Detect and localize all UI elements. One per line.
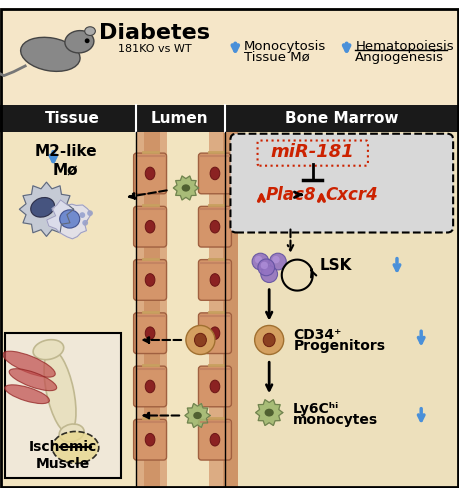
Text: Plac8: Plac8 bbox=[265, 186, 316, 204]
Text: monocytes: monocytes bbox=[292, 413, 377, 428]
Ellipse shape bbox=[5, 385, 49, 404]
Ellipse shape bbox=[145, 327, 155, 339]
Ellipse shape bbox=[145, 220, 155, 233]
Ellipse shape bbox=[210, 220, 220, 233]
Text: M2-like
Mø: M2-like Mø bbox=[35, 144, 97, 178]
Ellipse shape bbox=[9, 369, 57, 391]
FancyBboxPatch shape bbox=[134, 366, 166, 407]
Ellipse shape bbox=[193, 412, 202, 419]
Circle shape bbox=[255, 256, 262, 263]
Ellipse shape bbox=[210, 274, 220, 286]
Ellipse shape bbox=[194, 333, 206, 347]
Ellipse shape bbox=[210, 434, 220, 446]
Ellipse shape bbox=[3, 351, 55, 377]
FancyBboxPatch shape bbox=[199, 420, 231, 460]
Text: Tissue Mø: Tissue Mø bbox=[244, 51, 310, 64]
FancyBboxPatch shape bbox=[199, 259, 231, 300]
Bar bbox=[0, 132, 459, 488]
Ellipse shape bbox=[264, 409, 274, 417]
Ellipse shape bbox=[210, 167, 220, 180]
Circle shape bbox=[186, 325, 215, 355]
Text: LSK: LSK bbox=[319, 258, 352, 273]
Text: CD34⁺: CD34⁺ bbox=[293, 328, 342, 342]
Circle shape bbox=[255, 325, 284, 355]
Bar bbox=[137, 132, 166, 488]
FancyBboxPatch shape bbox=[134, 313, 166, 354]
FancyBboxPatch shape bbox=[199, 366, 231, 407]
Ellipse shape bbox=[59, 424, 84, 442]
FancyBboxPatch shape bbox=[199, 153, 231, 194]
Text: Cxcr4: Cxcr4 bbox=[325, 186, 378, 204]
Circle shape bbox=[85, 38, 90, 43]
Ellipse shape bbox=[145, 167, 155, 180]
Ellipse shape bbox=[263, 333, 275, 347]
Text: Bone Marrow: Bone Marrow bbox=[285, 111, 399, 126]
Bar bbox=[0, 8, 459, 111]
Circle shape bbox=[261, 262, 268, 269]
Text: miR-181: miR-181 bbox=[271, 143, 355, 161]
Bar bbox=[5, 333, 121, 479]
Text: 181KO vs WT: 181KO vs WT bbox=[118, 44, 191, 54]
Ellipse shape bbox=[44, 350, 76, 433]
Bar bbox=[144, 132, 160, 488]
Polygon shape bbox=[47, 200, 91, 239]
Circle shape bbox=[264, 268, 271, 276]
FancyBboxPatch shape bbox=[199, 206, 231, 247]
Text: Progenitors: Progenitors bbox=[293, 339, 385, 353]
Text: Hematopoiesis: Hematopoiesis bbox=[356, 40, 454, 53]
Ellipse shape bbox=[31, 197, 55, 217]
Text: Monocytosis: Monocytosis bbox=[244, 40, 326, 53]
Ellipse shape bbox=[85, 27, 95, 36]
Circle shape bbox=[80, 212, 85, 218]
Text: Angiogenesis: Angiogenesis bbox=[356, 51, 444, 64]
Ellipse shape bbox=[145, 380, 155, 393]
Circle shape bbox=[258, 259, 274, 276]
Ellipse shape bbox=[65, 31, 94, 53]
Text: Tissue: Tissue bbox=[45, 111, 100, 126]
Ellipse shape bbox=[60, 210, 80, 228]
Text: Ly6Cʰⁱ: Ly6Cʰⁱ bbox=[292, 402, 338, 416]
Polygon shape bbox=[173, 176, 199, 200]
Ellipse shape bbox=[145, 274, 155, 286]
Ellipse shape bbox=[182, 185, 190, 191]
FancyBboxPatch shape bbox=[230, 134, 453, 233]
FancyBboxPatch shape bbox=[134, 420, 166, 460]
Bar bbox=[225, 132, 459, 488]
Ellipse shape bbox=[21, 37, 80, 71]
Text: Ischemic
Muscle: Ischemic Muscle bbox=[29, 440, 97, 471]
FancyBboxPatch shape bbox=[134, 153, 166, 194]
Bar bbox=[209, 132, 238, 488]
Circle shape bbox=[261, 266, 278, 283]
Ellipse shape bbox=[52, 432, 99, 463]
Bar bbox=[0, 105, 459, 132]
FancyBboxPatch shape bbox=[199, 313, 231, 354]
Text: Lumen: Lumen bbox=[150, 111, 208, 126]
Circle shape bbox=[252, 253, 269, 270]
FancyBboxPatch shape bbox=[134, 259, 166, 300]
Circle shape bbox=[270, 253, 286, 270]
Circle shape bbox=[87, 210, 93, 216]
FancyBboxPatch shape bbox=[134, 206, 166, 247]
Ellipse shape bbox=[210, 327, 220, 339]
Text: Diabetes: Diabetes bbox=[100, 23, 210, 43]
Polygon shape bbox=[255, 400, 283, 426]
Circle shape bbox=[272, 256, 280, 263]
Polygon shape bbox=[185, 404, 210, 428]
Ellipse shape bbox=[210, 380, 220, 393]
Ellipse shape bbox=[33, 340, 64, 360]
Polygon shape bbox=[19, 182, 73, 237]
Ellipse shape bbox=[145, 434, 155, 446]
Circle shape bbox=[82, 220, 88, 226]
Bar bbox=[223, 132, 238, 488]
